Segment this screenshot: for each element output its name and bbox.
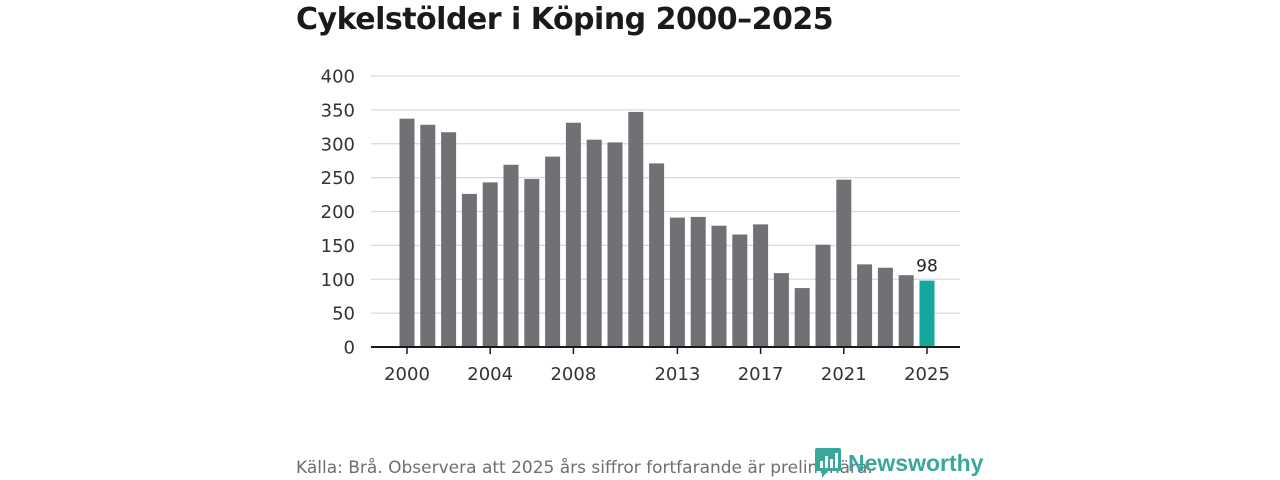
bar-2018 xyxy=(773,273,789,347)
y-tick-label-50: 50 xyxy=(332,304,355,325)
bar-2011 xyxy=(628,111,644,347)
newsworthy-logo: Newsworthy xyxy=(814,446,983,480)
x-tick-label-2013: 2013 xyxy=(654,364,700,385)
bar-2017 xyxy=(753,224,769,347)
y-tick-label-100: 100 xyxy=(321,270,355,291)
bar-2022 xyxy=(857,264,873,347)
y-tick-label-200: 200 xyxy=(321,202,355,223)
bar-2006 xyxy=(524,178,540,347)
y-tick-label-350: 350 xyxy=(321,100,355,121)
bar-2004 xyxy=(482,182,498,347)
labels: 0 50 100 150 200 250 300 350 400 2000 2004 2008 2013… xyxy=(321,67,950,386)
bar-2015 xyxy=(711,225,727,347)
bar-2008 xyxy=(565,122,581,347)
bar-chart: 0 50 100 150 200 250 300 350 400 2000 2004 2008 2013… xyxy=(321,67,960,386)
bar-2014 xyxy=(690,216,706,347)
bar-2021 xyxy=(836,179,852,347)
bar-2002 xyxy=(441,132,457,347)
x-tick-label-2008: 2008 xyxy=(550,364,596,385)
bar-2019 xyxy=(794,288,810,347)
bar-2016 xyxy=(732,234,748,347)
source-note: Källa: Brå. Observera att 2025 års siffr… xyxy=(296,458,873,478)
bar-2010 xyxy=(607,142,623,347)
logo-text: Newsworthy xyxy=(848,449,984,476)
y-tick-label-300: 300 xyxy=(321,134,355,155)
bar-2001 xyxy=(420,124,436,347)
bar-2009 xyxy=(586,139,602,347)
y-tick-label-0: 0 xyxy=(344,338,355,359)
bar-2005 xyxy=(503,164,519,347)
bar-2003 xyxy=(461,193,477,347)
x-tick-label-2025: 2025 xyxy=(904,364,950,385)
bar-2012 xyxy=(649,163,665,347)
x-tick-label-2000: 2000 xyxy=(384,364,430,385)
axes xyxy=(371,346,960,354)
bar-2013 xyxy=(669,217,685,347)
x-tick-label-2017: 2017 xyxy=(738,364,784,385)
y-tick-label-150: 150 xyxy=(321,236,355,257)
bar-2025 xyxy=(919,280,935,347)
chart-title: Cykelstölder i Köping 2000–2025 xyxy=(296,2,834,37)
data-label-2025: 98 xyxy=(916,257,938,277)
bar-2007 xyxy=(545,156,561,347)
x-tick-label-2004: 2004 xyxy=(467,364,513,385)
newsworthy-logo-icon xyxy=(815,448,841,478)
y-tick-label-250: 250 xyxy=(321,168,355,189)
y-tick-label-400: 400 xyxy=(321,67,355,88)
bars xyxy=(399,111,935,348)
x-tick-label-2021: 2021 xyxy=(821,364,867,385)
bar-2023 xyxy=(877,267,893,347)
bar-2024 xyxy=(898,275,914,347)
bar-2000 xyxy=(399,118,415,348)
bar-2020 xyxy=(815,244,831,347)
